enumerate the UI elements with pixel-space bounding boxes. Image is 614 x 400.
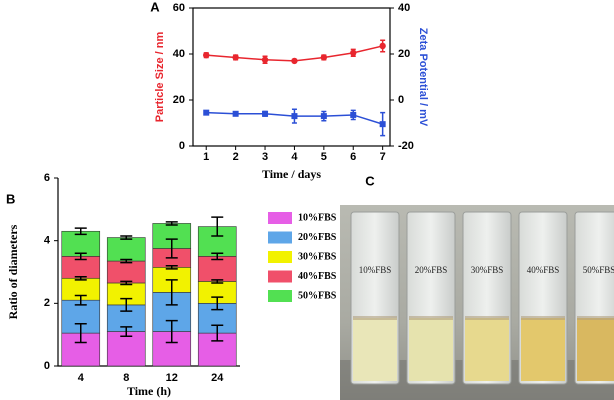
x-tick-label: 2 [233,151,239,163]
legend-swatch [268,251,292,263]
cuvette-label: 30%FBS [471,265,504,275]
legend-label: 40%FBS [298,271,337,282]
meniscus [521,316,565,320]
x-axis-label: Time (h) [127,384,171,398]
legend-label: 10%FBS [298,212,337,223]
panel-label: C [365,173,375,188]
y-tick-label: 6 [44,172,50,184]
error-bar [211,296,224,311]
error-bar [165,221,178,226]
marker [379,42,386,50]
error-bar [74,275,87,281]
meniscus [409,316,453,320]
error-bar [74,322,87,344]
error-bar [165,319,178,344]
x-tick-label: 7 [380,151,386,163]
legend-swatch [268,212,292,224]
bar-segment [197,256,237,282]
x-tick-label: 8 [123,372,129,384]
bar-segment [106,237,146,262]
x-tick-label: 24 [211,372,224,384]
y-tick-label: 20 [173,94,185,106]
liquid [577,318,614,381]
y-tick-label: 40 [173,48,185,60]
cuvette-label: 50%FBS [583,265,614,275]
x-tick-label: 5 [321,151,327,163]
meniscus [577,316,614,320]
y-tick-label: 0 [179,140,185,152]
liquid [521,318,565,381]
marker [203,109,210,116]
cuvette-label: 40%FBS [527,265,560,275]
y-axis-label: Particle Size / nm [154,32,166,123]
cuvette-label: 20%FBS [415,265,448,275]
meniscus [353,316,397,320]
y-tick-label: 0 [44,360,50,372]
error-bar [74,294,87,306]
marker [291,57,298,65]
panel-label: B [6,191,15,206]
marker [320,113,327,120]
y2-tick-label: -20 [398,140,414,152]
y-tick-label: 2 [44,297,50,309]
y-tick-label: 60 [173,2,185,14]
x-tick-label: 6 [350,151,356,163]
y2-tick-label: 0 [398,94,404,106]
error-bar [120,235,133,240]
legend-swatch [268,270,292,283]
x-tick-label: 3 [262,151,268,163]
marker [232,54,239,61]
legend-label: 20%FBS [298,232,337,243]
legend-swatch [268,231,292,244]
marker [350,111,357,118]
y-axis-label: Ratio of diameters [6,224,20,319]
x-tick-label: 12 [166,372,178,384]
error-bar [120,258,133,264]
panel-label: A [150,0,160,14]
marker [232,110,239,117]
plot-frame [192,7,391,147]
x-tick-label: 4 [78,372,85,384]
error-bar [120,280,133,286]
error-bar [211,252,224,261]
error-bar [74,227,87,236]
error-bar [165,238,178,259]
liquid [465,318,509,381]
x-tick-label: 4 [291,151,298,163]
legend-swatch [268,290,292,302]
legend-label: 50%FBS [298,290,337,301]
x-axis-label: Time / days [262,167,321,181]
y2-tick-label: 40 [398,2,410,14]
error-bar [74,252,87,261]
liquid [353,318,397,381]
marker [320,54,328,61]
error-bar [165,264,178,270]
bar-segment [106,260,146,284]
error-bar [120,297,133,312]
error-bar [211,324,224,342]
legend-label: 30%FBS [298,251,337,262]
meniscus [465,316,509,320]
y2-tick-label: 20 [398,48,410,60]
marker [379,121,386,128]
error-bar [211,279,224,284]
liquid [409,318,453,381]
marker [291,113,298,120]
photo-panel [340,205,614,400]
y-tick-label: 4 [44,235,51,247]
cuvette-label: 10%FBS [359,265,392,275]
error-bar [165,279,178,306]
marker [350,49,357,57]
error-bar [211,216,224,237]
x-tick-label: 1 [203,151,209,163]
error-bar [120,326,133,337]
marker [261,56,269,63]
marker [262,110,269,117]
marker [203,51,210,59]
y2-axis-label: Zeta Potential / mV [417,28,429,127]
